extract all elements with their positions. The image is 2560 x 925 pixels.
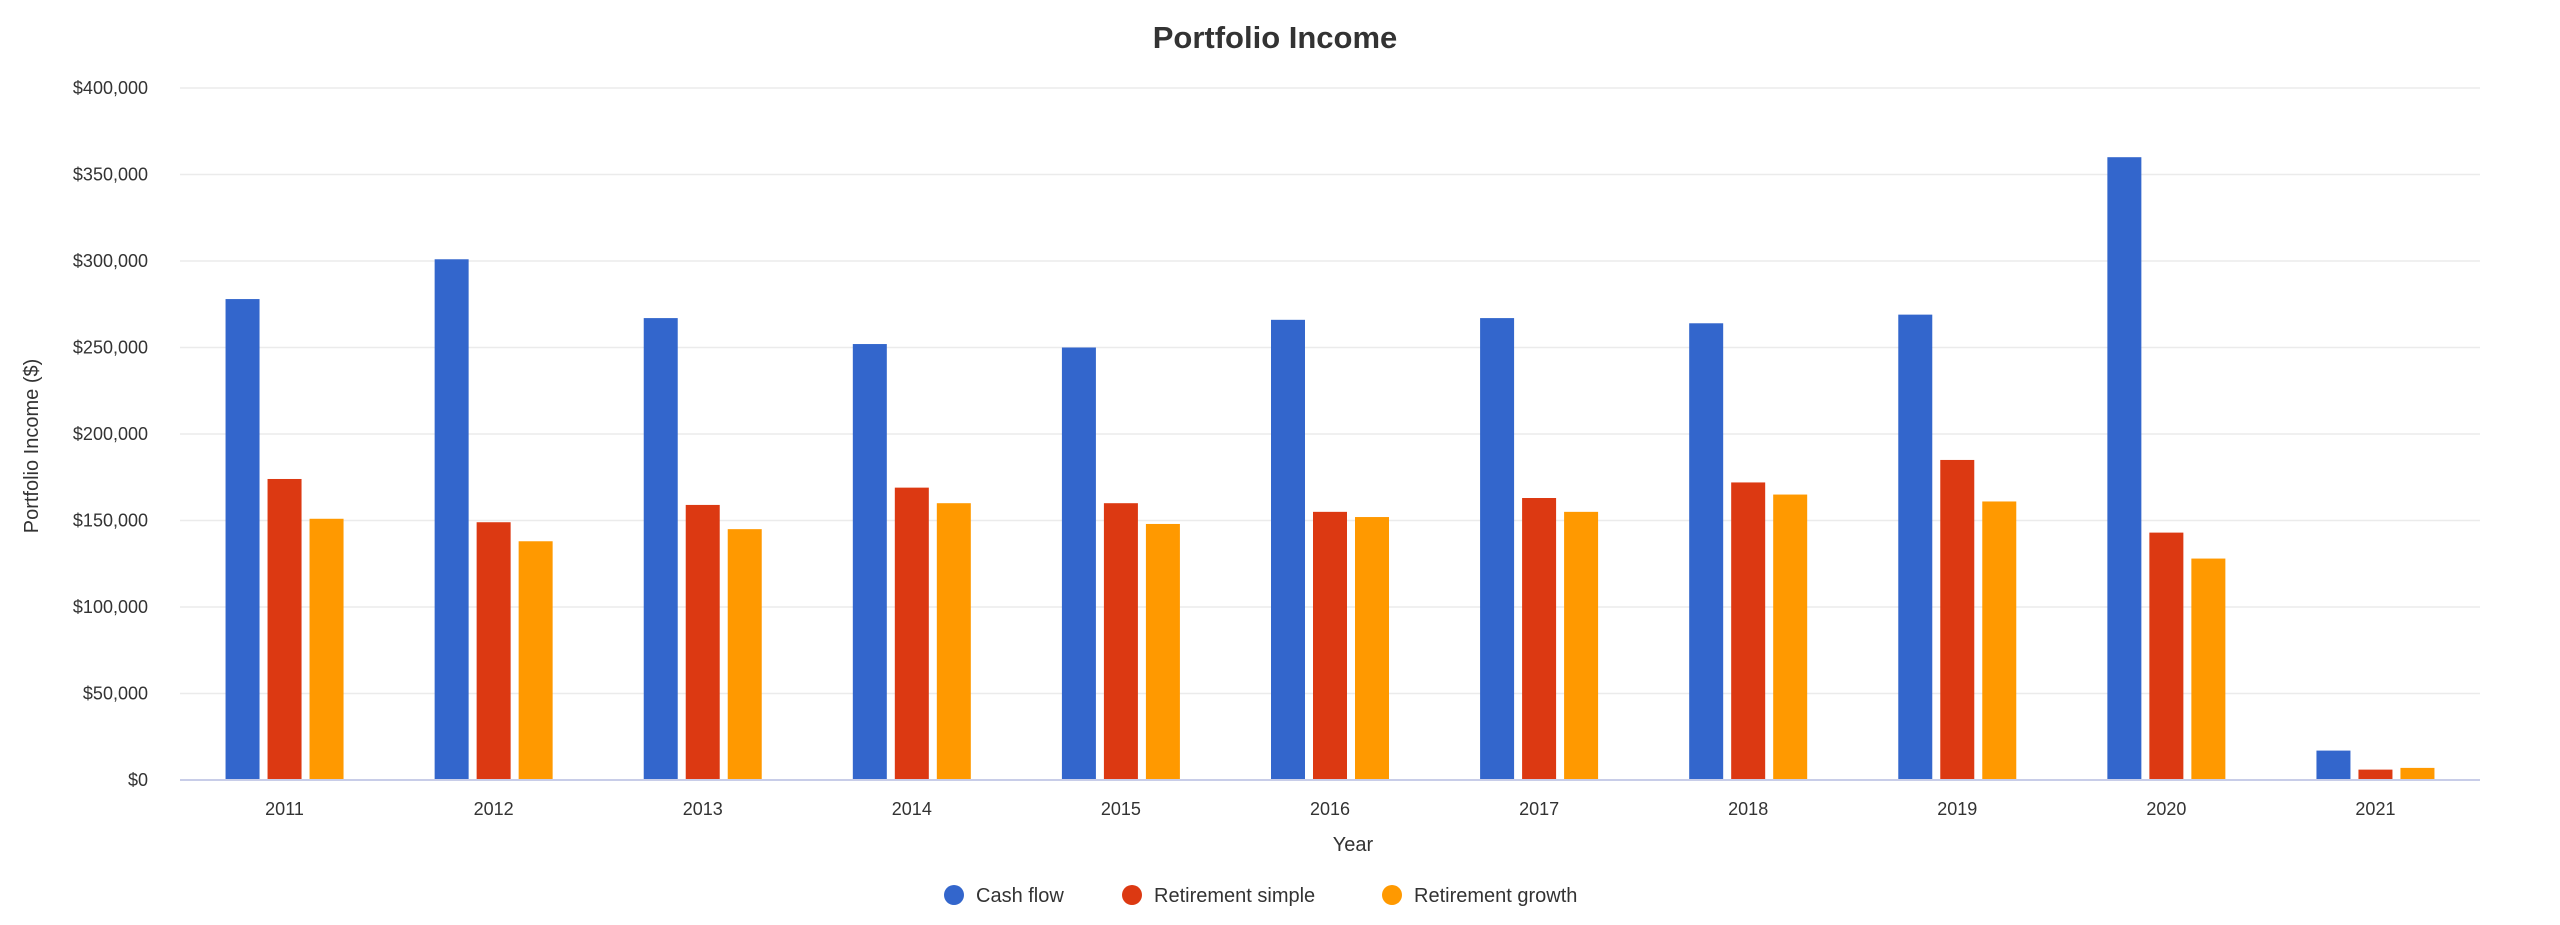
bar xyxy=(1522,498,1557,780)
bar xyxy=(518,541,553,780)
bar xyxy=(1898,314,1933,780)
x-tick-label: 2021 xyxy=(2355,799,2395,819)
y-axis-tick-labels: $0 $50,000 $100,000 $150,000 $200,000 $250,00… xyxy=(73,78,148,790)
x-tick-label: 2018 xyxy=(1728,799,1768,819)
bar xyxy=(936,503,971,780)
bar xyxy=(1313,511,1347,780)
y-tick-label: $0 xyxy=(128,770,148,790)
bar xyxy=(267,478,302,780)
bar xyxy=(2400,767,2435,780)
bar xyxy=(1731,482,1766,780)
y-tick-label: $100,000 xyxy=(73,597,148,617)
legend-marker xyxy=(944,885,964,905)
bar xyxy=(1564,511,1599,780)
y-tick-label: $300,000 xyxy=(73,251,148,271)
bar xyxy=(852,344,887,780)
y-tick-label: $200,000 xyxy=(73,424,148,444)
legend-label: Retirement simple xyxy=(1154,885,1315,907)
bar xyxy=(1982,501,2017,780)
bar xyxy=(476,522,511,780)
legend-item: Cash flow xyxy=(944,885,1064,907)
bar xyxy=(2149,532,2184,780)
bars xyxy=(225,157,2435,780)
bar xyxy=(727,529,762,780)
bar xyxy=(1103,503,1138,780)
x-tick-label: 2017 xyxy=(1519,799,1559,819)
legend-marker xyxy=(1382,885,1402,905)
bar xyxy=(1480,318,1515,780)
x-tick-label: 2016 xyxy=(1310,799,1350,819)
bar xyxy=(1145,523,1180,780)
bar xyxy=(434,259,469,780)
bar xyxy=(2316,750,2351,780)
bar xyxy=(2358,769,2393,780)
legend: Cash flow Retirement simple Retirement gro… xyxy=(944,885,1577,907)
legend-marker xyxy=(1122,885,1142,905)
y-tick-label: $50,000 xyxy=(83,684,148,704)
x-tick-label: 2019 xyxy=(1937,799,1977,819)
bar xyxy=(894,487,929,780)
bar xyxy=(643,318,678,780)
legend-label: Cash flow xyxy=(976,885,1064,907)
x-tick-label: 2012 xyxy=(474,799,514,819)
y-tick-label: $400,000 xyxy=(73,78,148,98)
bar xyxy=(1689,323,1724,780)
bar xyxy=(1773,494,1808,780)
y-axis-title: Portfolio Income ($) xyxy=(21,359,43,534)
x-axis-title: Year xyxy=(1333,834,1374,856)
x-axis-tick-labels: 2011 2012 2013 2014 2015 2016 2017 2018 2019 2020… xyxy=(265,799,2395,819)
bar xyxy=(1271,319,1305,780)
bar xyxy=(1061,347,1096,780)
x-tick-label: 2020 xyxy=(2146,799,2186,819)
x-tick-label: 2013 xyxy=(683,799,723,819)
x-tick-label: 2015 xyxy=(1101,799,1141,819)
legend-label: Retirement growth xyxy=(1414,885,1577,907)
chart-title: Portfolio Income xyxy=(1153,20,1398,55)
bar xyxy=(1355,517,1389,780)
y-tick-label: $250,000 xyxy=(73,338,148,358)
legend-item: Retirement simple xyxy=(1122,885,1315,907)
bar xyxy=(2191,558,2226,780)
y-tick-label: $150,000 xyxy=(73,511,148,531)
y-tick-label: $350,000 xyxy=(73,165,148,185)
bar xyxy=(225,299,260,780)
bar xyxy=(1940,459,1975,780)
bar xyxy=(2107,157,2142,780)
bar xyxy=(685,504,720,780)
x-tick-label: 2011 xyxy=(265,799,304,819)
x-tick-label: 2014 xyxy=(892,799,932,819)
bar xyxy=(309,518,344,780)
legend-item: Retirement growth xyxy=(1382,885,1577,907)
